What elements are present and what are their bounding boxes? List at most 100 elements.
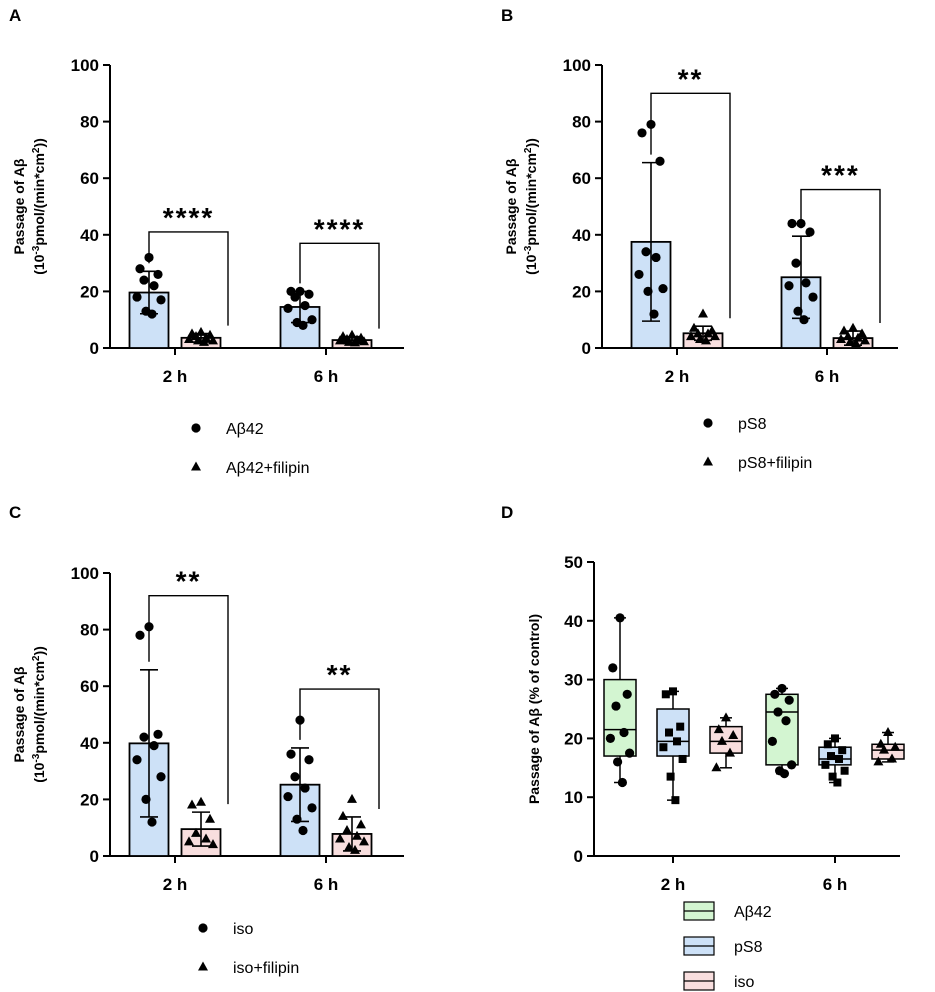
panel-a-y-tick-label: 20 bbox=[80, 282, 99, 301]
superscript: -3 bbox=[523, 245, 534, 254]
panel-c-data-point bbox=[147, 817, 157, 827]
panel-d-data-point bbox=[890, 741, 901, 751]
panel-b-data-point bbox=[651, 252, 661, 263]
panel-c-x-tick-label: 6 h bbox=[314, 875, 339, 894]
panel-b-data-point bbox=[701, 335, 711, 345]
panel-d-data-point bbox=[605, 733, 616, 744]
panel-c-data-point bbox=[350, 844, 360, 854]
panel-a-data-point bbox=[184, 334, 194, 344]
panel-a-data-point bbox=[156, 295, 166, 305]
panel-b-data-point bbox=[655, 156, 665, 166]
panel-a-data-point bbox=[350, 337, 360, 347]
panel-b-data-point bbox=[686, 331, 696, 341]
panel-c-data-point bbox=[184, 836, 194, 846]
panel-a-significance-bracket bbox=[148, 231, 229, 326]
panel-c-data-point bbox=[205, 813, 215, 823]
panel-c-data-point bbox=[153, 729, 163, 739]
panel-a-y-tick-label: 60 bbox=[80, 169, 99, 188]
panel-c: 0 20 40 60 80 100 2 h 6 h Passage of Aβ(10-3pmol… bbox=[11, 564, 404, 977]
panel-d-data-point bbox=[875, 738, 886, 748]
panel-d-y-tick-label: 0 bbox=[574, 847, 583, 866]
panel-b-data-point bbox=[793, 306, 803, 316]
panel-c-x-tick-label: 2 h bbox=[163, 875, 188, 894]
panel-d-data-point bbox=[619, 727, 629, 738]
superscript: 2 bbox=[31, 655, 42, 661]
panel-d-data-point bbox=[784, 695, 794, 705]
panel-b-data-point bbox=[689, 322, 699, 332]
panel-a-significance-bracket bbox=[299, 242, 380, 329]
panel-d-data-point bbox=[781, 716, 791, 726]
panel-b-data-point bbox=[634, 269, 644, 280]
panel-d-data-point bbox=[728, 729, 739, 739]
panel-d-box bbox=[765, 693, 799, 766]
panel-b-data-point bbox=[857, 328, 867, 338]
panel-b-x-tick-label: 6 h bbox=[815, 367, 840, 386]
panel-b-significance-label: *** bbox=[821, 160, 860, 191]
panel-c-data-point bbox=[292, 814, 302, 824]
panel-c-data-point bbox=[344, 842, 354, 852]
panel-b-data-point bbox=[799, 315, 809, 325]
panel-d-y-tick-label: 20 bbox=[564, 729, 583, 748]
panel-d-data-point bbox=[838, 746, 847, 755]
panel-c-data-point bbox=[286, 749, 296, 759]
panel-a-data-point bbox=[196, 326, 206, 336]
panel-b-legend-marker bbox=[703, 418, 713, 428]
panel-d-data-point bbox=[725, 747, 735, 757]
panel-c-significance-bracket bbox=[299, 688, 380, 809]
panel-a-data-point bbox=[304, 289, 314, 299]
panel-d-data-point bbox=[879, 744, 889, 754]
panel-a-significance-label: **** bbox=[314, 213, 366, 244]
panel-b-data-point bbox=[801, 278, 811, 288]
panel-d-data-point bbox=[773, 707, 783, 717]
panel-a-y-axis-unit-label: (10-3pmol/(min*cm2)) bbox=[31, 138, 47, 275]
panel-b-data-point bbox=[845, 336, 855, 346]
panel-a-data-point bbox=[347, 329, 357, 339]
panel-b-data-point bbox=[836, 334, 846, 344]
panel-d-data-point bbox=[671, 796, 680, 805]
panel-d-data-point bbox=[617, 777, 628, 788]
unit-text: )) bbox=[31, 138, 47, 147]
panel-b-data-point bbox=[695, 334, 705, 344]
panel-c-data-point bbox=[298, 825, 308, 836]
panel-c-y-tick-label: 60 bbox=[80, 677, 99, 696]
panel-d-box bbox=[603, 678, 637, 757]
panel-d: 0 10 20 30 40 50 2 h 6 h Passage of Aβ (% of con… bbox=[526, 553, 905, 991]
panel-b-significance-label: ** bbox=[678, 63, 704, 94]
panel-d-y-tick-label: 50 bbox=[564, 553, 583, 572]
panel-d-data-point bbox=[613, 757, 623, 767]
panel-a-data-point bbox=[139, 275, 149, 285]
panel-c-y-axis-label: Passage of Aβ bbox=[11, 666, 27, 762]
panel-d-y-tick-label: 40 bbox=[564, 612, 583, 631]
panel-b-data-point bbox=[649, 309, 659, 319]
panel-b-significance-bracket bbox=[650, 92, 731, 319]
panel-d-x-tick-label: 6 h bbox=[823, 875, 848, 894]
panel-a-y-tick-label: 0 bbox=[90, 339, 99, 358]
panel-c-y-axis-unit-label: (10-3pmol/(min*cm2)) bbox=[31, 646, 47, 783]
panel-d-data-point bbox=[831, 734, 839, 743]
unit-text: (10 bbox=[31, 254, 47, 274]
panel-b-data-point bbox=[860, 335, 870, 345]
superscript: -3 bbox=[31, 245, 42, 254]
panel-a-data-point bbox=[290, 292, 300, 302]
panel-d-data-point bbox=[615, 613, 625, 623]
panel-c-data-point bbox=[135, 630, 145, 640]
panel-b-data-point bbox=[787, 218, 797, 229]
panel-c-data-point bbox=[196, 796, 206, 806]
panel-c-data-point bbox=[304, 755, 314, 765]
panel-c-y-tick-label: 20 bbox=[80, 790, 99, 809]
panel-c-y-tick-label: 80 bbox=[80, 621, 99, 640]
panel-a-data-point bbox=[335, 335, 345, 345]
panel-a-y-tick-label: 40 bbox=[80, 226, 99, 245]
panel-d-data-point bbox=[770, 689, 780, 699]
panel-c-data-point bbox=[347, 793, 357, 803]
panel-b-data-point bbox=[641, 247, 651, 257]
panel-c-significance-bracket bbox=[148, 594, 229, 805]
panel-c-data-point bbox=[208, 839, 218, 849]
panel-a-data-point bbox=[300, 300, 310, 311]
panel-b-legend-label: pS8+filipin bbox=[738, 455, 812, 472]
unit-text: pmol/(min*cm bbox=[523, 153, 539, 246]
panel-d-data-point bbox=[678, 754, 687, 763]
panel-a-legend-label: Aβ42+filipin bbox=[226, 460, 309, 477]
panel-b-x-tick-label: 2 h bbox=[665, 367, 690, 386]
panel-d-data-point bbox=[717, 735, 727, 745]
